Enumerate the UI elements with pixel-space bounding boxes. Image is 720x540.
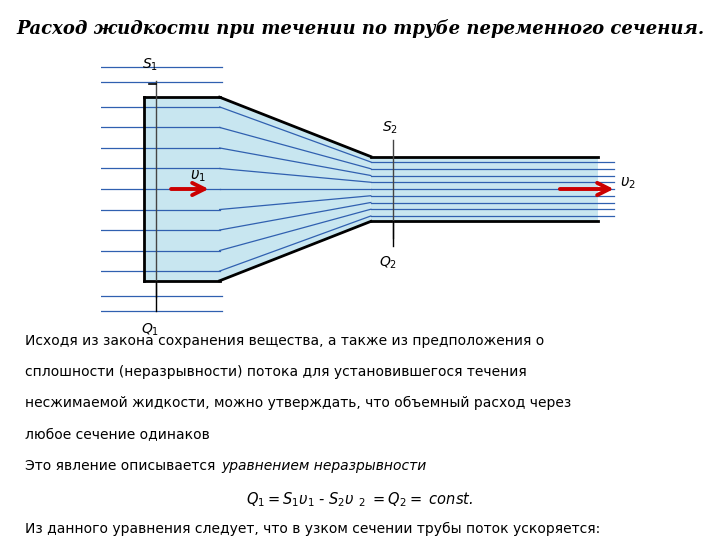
- Text: Расход жидкости при течении по трубе переменного сечения.: Расход жидкости при течении по трубе пер…: [16, 19, 704, 38]
- Polygon shape: [220, 97, 371, 281]
- Text: $\upsilon_2$: $\upsilon_2$: [621, 176, 636, 191]
- Text: Это явление описывается: Это явление описывается: [25, 459, 220, 473]
- Text: $S_1$: $S_1$: [143, 57, 158, 73]
- Text: $\upsilon_1$: $\upsilon_1$: [190, 168, 206, 184]
- Polygon shape: [371, 157, 598, 221]
- Text: Исходя из закона сохранения вещества, а также из предположения о: Исходя из закона сохранения вещества, а …: [25, 334, 544, 348]
- Text: $S_2$: $S_2$: [382, 120, 397, 136]
- Text: сплошности (неразрывности) потока для установившегося течения: сплошности (неразрывности) потока для ус…: [25, 365, 527, 379]
- Text: $Q_1 =S_1\upsilon_1$ - $S_2\upsilon$ $_{2}$ $= Q_2 =$ const.: $Q_1 =S_1\upsilon_1$ - $S_2\upsilon$ $_{…: [246, 490, 474, 509]
- Polygon shape: [144, 97, 220, 281]
- Text: любое сечение одинаков: любое сечение одинаков: [25, 428, 210, 442]
- Text: уравнением неразрывности: уравнением неразрывности: [221, 459, 426, 473]
- Text: $Q_1$: $Q_1$: [141, 321, 160, 338]
- Text: $Q_2$: $Q_2$: [379, 255, 397, 271]
- Text: несжимаемой жидкости, можно утверждать, что объемный расход через: несжимаемой жидкости, можно утверждать, …: [25, 396, 572, 410]
- Text: Из данного уравнения следует, что в узком сечении трубы поток ускоряется:: Из данного уравнения следует, что в узко…: [25, 522, 600, 536]
